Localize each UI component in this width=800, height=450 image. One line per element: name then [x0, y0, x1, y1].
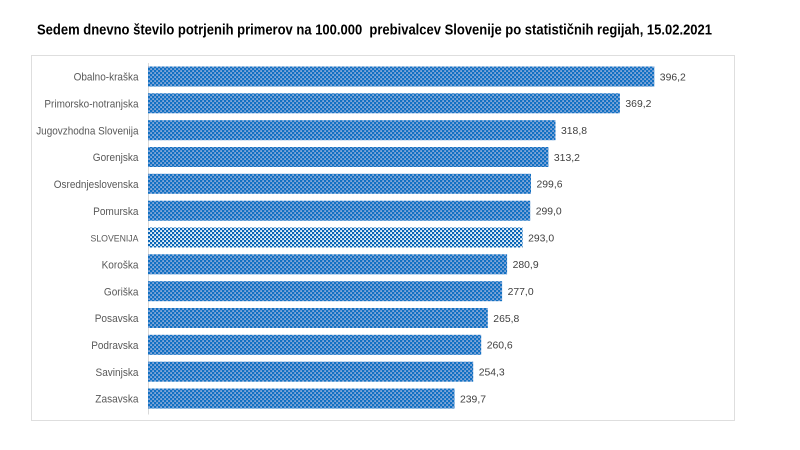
svg-text:277,0: 277,0 — [508, 287, 534, 298]
svg-text:Osrednjeslovenska: Osrednjeslovenska — [54, 179, 139, 191]
svg-text:280,9: 280,9 — [513, 260, 539, 271]
svg-text:299,0: 299,0 — [536, 207, 562, 218]
svg-text:265,8: 265,8 — [493, 314, 519, 325]
svg-text:SLOVENIJA: SLOVENIJA — [91, 234, 140, 244]
svg-text:Obalno-kraška: Obalno-kraška — [74, 72, 140, 84]
svg-text:369,2: 369,2 — [625, 99, 651, 110]
svg-text:Sedem dnevno število potrjenih: Sedem dnevno število potrjenih primerov … — [37, 22, 712, 39]
svg-text:Gorenjska: Gorenjska — [93, 152, 139, 164]
svg-text:Savinjska: Savinjska — [96, 367, 140, 379]
svg-text:Goriška: Goriška — [104, 286, 139, 298]
svg-text:Primorsko-notranjska: Primorsko-notranjska — [44, 99, 139, 111]
svg-text:Koroška: Koroška — [102, 260, 140, 272]
svg-text:313,2: 313,2 — [554, 153, 580, 164]
svg-text:239,7: 239,7 — [460, 394, 486, 405]
svg-text:318,8: 318,8 — [561, 126, 587, 137]
svg-text:396,2: 396,2 — [660, 72, 686, 83]
svg-text:293,0: 293,0 — [528, 233, 554, 244]
svg-text:Podravska: Podravska — [91, 340, 139, 352]
svg-text:Pomurska: Pomurska — [93, 206, 139, 218]
svg-text:Zasavska: Zasavska — [95, 394, 139, 406]
svg-text:Jugovzhodna Slovenija: Jugovzhodna Slovenija — [36, 125, 139, 137]
svg-text:254,3: 254,3 — [479, 368, 505, 379]
svg-text:260,6: 260,6 — [487, 341, 513, 352]
svg-text:Posavska: Posavska — [95, 313, 139, 325]
svg-text:299,6: 299,6 — [537, 180, 563, 191]
